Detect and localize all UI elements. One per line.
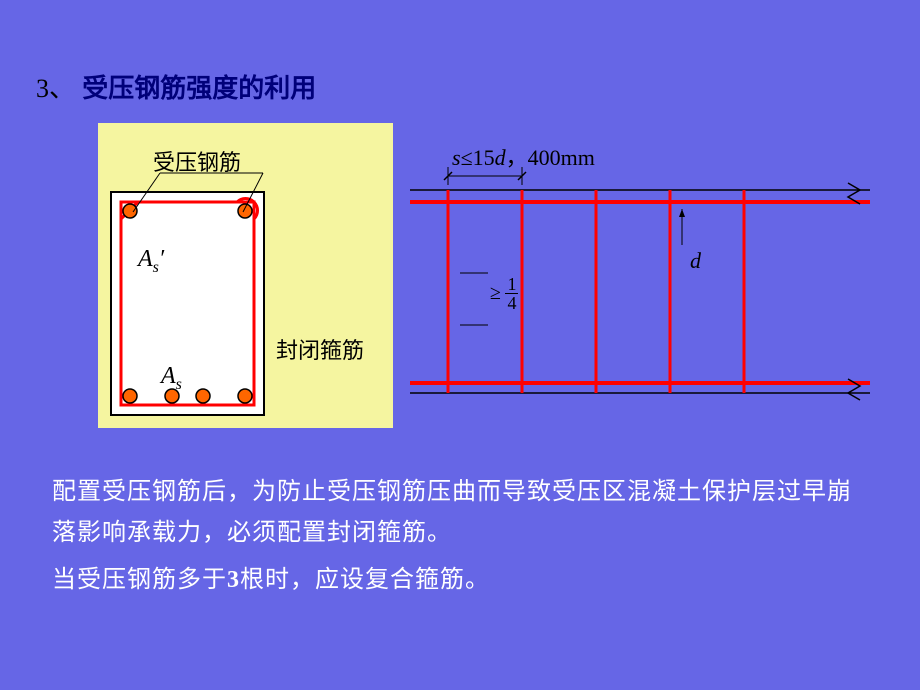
title-text: 受压钢筋强度的利用 xyxy=(82,73,316,103)
title-number: 3、 xyxy=(36,74,75,103)
elevation-diagram-panel: s≤15d，400mm d ≥ 1 4 xyxy=(410,135,880,415)
page-title: 3、 受压钢筋强度的利用 xyxy=(36,68,316,105)
paragraph-1: 配置受压钢筋后，为防止受压钢筋压曲而导致受压区混凝土保护层过早崩落影响承载力，必… xyxy=(52,472,872,554)
elevation-diagram xyxy=(410,135,880,415)
paragraph-2: 当受压钢筋多于3根时，应设复合箍筋。 xyxy=(52,560,872,601)
spacing-dimension-text: s≤15d，400mm xyxy=(452,140,595,172)
as-label: As xyxy=(161,363,182,394)
as-prime-label: As′ xyxy=(138,246,164,277)
cross-section-panel: 受压钢筋 As′ As 封闭箍筋 xyxy=(98,123,393,428)
fraction-label: ≥ 1 4 xyxy=(490,275,518,312)
diameter-label: d xyxy=(690,248,701,274)
closed-stirrup-label: 封闭箍筋 xyxy=(276,333,364,365)
